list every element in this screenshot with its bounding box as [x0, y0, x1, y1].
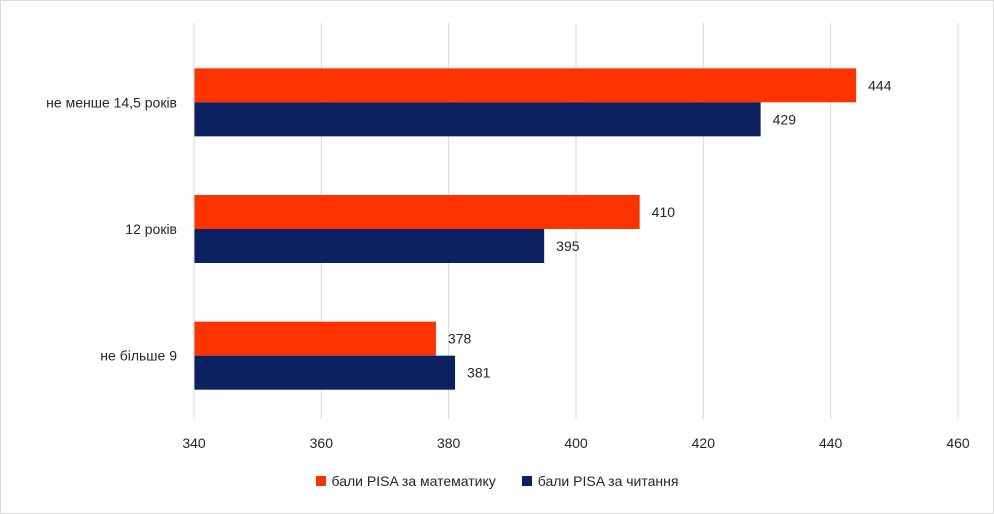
x-tick-label: 440 — [819, 435, 843, 451]
x-tick-label: 360 — [310, 435, 334, 451]
data-label: 410 — [652, 204, 676, 220]
x-tick-label: 420 — [692, 435, 716, 451]
legend-swatch-math — [315, 476, 326, 486]
x-tick-label: 340 — [182, 435, 206, 451]
legend-item-reading: бали PISA за читання — [521, 473, 679, 489]
x-tick-label: 380 — [437, 435, 461, 451]
chart-plot: 340 360 380 400 420 440 460 не менше 14,5 років… — [46, 23, 970, 451]
data-label: 429 — [773, 111, 797, 127]
data-label: 395 — [556, 238, 580, 254]
bar — [194, 355, 456, 390]
x-tick-label: 460 — [946, 435, 970, 451]
category-label: 12 років — [125, 221, 177, 237]
data-label: 381 — [467, 365, 491, 381]
legend-label-reading: бали PISA за читання — [537, 473, 679, 489]
legend-label-math: бали PISA за математику — [331, 473, 496, 489]
x-tick-label: 400 — [564, 435, 588, 451]
legend: бали PISA за математику бали PISA за чит… — [1, 473, 993, 489]
legend-item-math: бали PISA за математику — [315, 473, 496, 489]
bar — [194, 195, 640, 229]
data-label: 378 — [448, 331, 472, 347]
bar — [194, 229, 545, 263]
bar — [194, 321, 436, 356]
bar — [194, 68, 857, 103]
legend-swatch-reading — [521, 476, 532, 486]
category-label: не більше 9 — [100, 348, 177, 364]
bar — [194, 102, 761, 137]
data-label: 444 — [868, 77, 892, 93]
category-label: не менше 14,5 років — [46, 94, 177, 110]
